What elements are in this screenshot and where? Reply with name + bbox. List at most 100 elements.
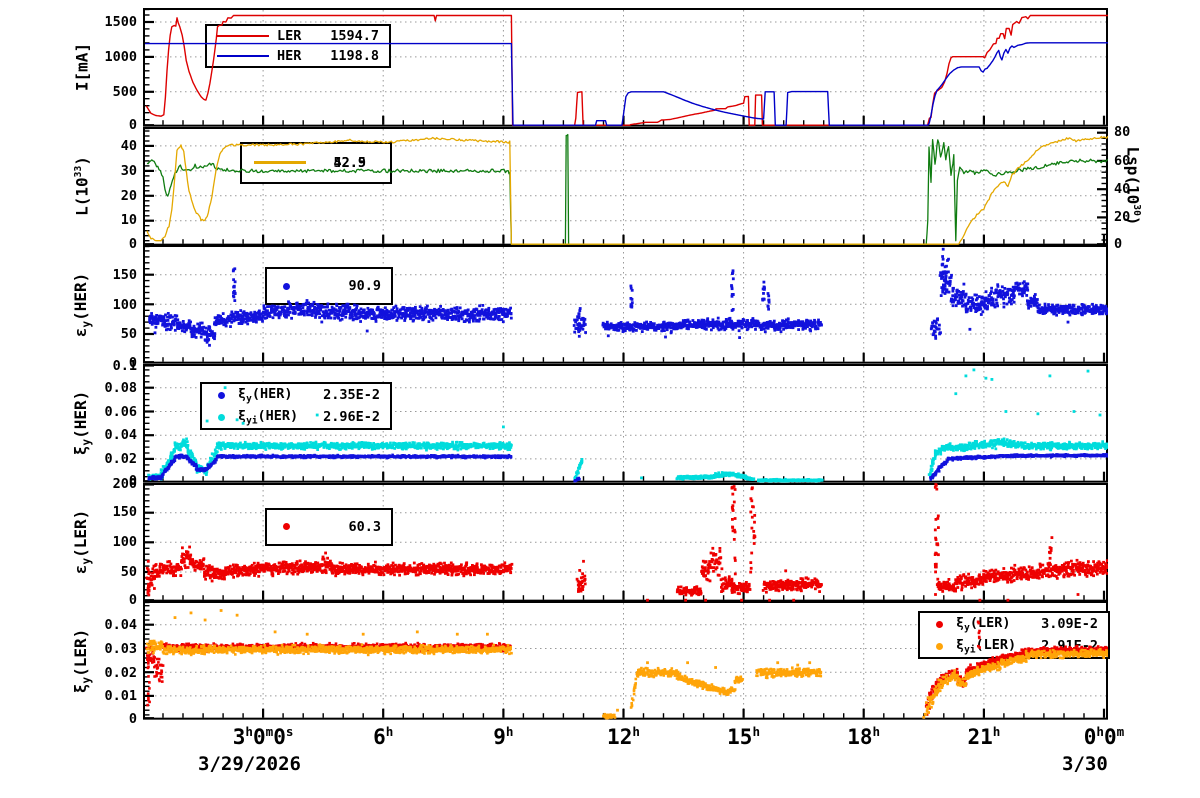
- text-run: ξ: [956, 614, 965, 631]
- text-run: (LER): [70, 628, 90, 677]
- text-run: ξ: [956, 636, 965, 653]
- superscript: h: [752, 724, 761, 739]
- text-run: 15: [727, 725, 753, 749]
- legend-luminosity: 52.9 42.5: [240, 141, 392, 184]
- legend-row: LER 1594.7: [207, 26, 389, 46]
- right-ytick-label: 80: [1114, 124, 1131, 141]
- right-ytick-label: 0: [1114, 235, 1123, 252]
- xtick-label: 0h0m: [1084, 724, 1125, 749]
- text-run: (HER): [251, 385, 293, 402]
- panel-ey-ler: 60.3: [143, 482, 1108, 602]
- text-run: ε: [70, 564, 90, 575]
- legend-value: 60.3: [348, 518, 381, 535]
- text-run: (LER): [975, 636, 1017, 653]
- y-axis-title-ey-her: εy(HER): [71, 272, 93, 337]
- ytick-label: 0: [128, 710, 137, 727]
- legend-row: ξy(HER) 2.35E-2: [202, 384, 390, 406]
- dot-marker-icon: [273, 523, 299, 531]
- dot-marker-icon: [926, 620, 952, 628]
- subscript: yi: [964, 644, 976, 656]
- panel-luminosity: 52.9 42.5: [143, 126, 1108, 246]
- text-run: ξ: [238, 385, 247, 402]
- date-label-left: 3/29/2026: [198, 753, 301, 775]
- panel-xiy-her: ξy(HER) 2.35E-2 ξyi(HER) 2.96E-2: [143, 364, 1108, 483]
- legend-value: 90.9: [348, 278, 381, 295]
- legend-value: 1594.7: [330, 28, 379, 44]
- xtick-label: 3h0m0s: [233, 724, 294, 749]
- xtick-label: 18h: [847, 724, 880, 749]
- legend-row: ξy(LER) 3.09E-2: [920, 613, 1108, 635]
- dot-marker-icon: [926, 642, 952, 650]
- panel-xiy-ler: ξy(LER) 3.09E-2 ξyi(LER) 2.91E-2: [143, 601, 1110, 720]
- subscript: y: [80, 676, 94, 684]
- legend-current: LER 1594.7 HER 1198.8: [205, 24, 391, 68]
- dot-marker-icon: [208, 413, 234, 421]
- xtick-label: 21h: [967, 724, 1000, 749]
- ytick-label: 0: [128, 235, 137, 252]
- text-run: 6: [373, 725, 386, 749]
- text-run: (LER): [969, 614, 1011, 631]
- ytick-label: 0: [128, 591, 137, 608]
- xtick-label: 15h: [727, 724, 760, 749]
- text-run: ξ: [70, 445, 90, 456]
- superscript: 30: [1130, 204, 1142, 216]
- subscript: yi: [246, 415, 258, 427]
- legend-xiy-her: ξy(HER) 2.35E-2 ξyi(HER) 2.96E-2: [200, 382, 392, 430]
- legend-row: 90.9: [267, 269, 391, 303]
- xtick-label: 12h: [607, 724, 640, 749]
- text-run: 0: [273, 725, 286, 749]
- text-run: L(10: [72, 177, 92, 216]
- text-run: Lsp(10: [1123, 146, 1143, 205]
- legend-value: 3.09E-2: [1041, 616, 1098, 633]
- legend-ey-her: 90.9: [265, 267, 393, 306]
- legend-label: ξy(LER): [956, 615, 1010, 634]
- legend-value: 1198.8: [330, 48, 379, 64]
- ytick-label: 0: [128, 117, 137, 134]
- superscript: h: [872, 724, 881, 739]
- ytick-label: 0.1: [112, 357, 137, 374]
- y-axis-title-ey-ler: εy(LER): [71, 510, 93, 575]
- legend-label: HER: [277, 48, 301, 64]
- line-sample-icon: [250, 161, 310, 164]
- text-run: ε: [70, 327, 90, 337]
- superscript: m: [1116, 724, 1125, 739]
- legend-label: ξyi(HER): [238, 408, 298, 427]
- legend-row: 60.3: [267, 510, 391, 544]
- legend-label: ξyi(LER): [956, 637, 1016, 656]
- text-run: 18: [847, 725, 873, 749]
- text-run: 0: [252, 725, 266, 749]
- text-run: HER: [277, 48, 302, 64]
- y-axis-title-current: I[mA]: [73, 43, 92, 91]
- superscript: h: [385, 724, 394, 739]
- superscript: s: [285, 724, 294, 739]
- text-run: 9: [493, 725, 506, 749]
- legend-value: 2.91E-2: [1041, 638, 1098, 655]
- y-axis-title-xiy-her: ξy(HER): [71, 391, 93, 456]
- text-run: ): [72, 156, 92, 166]
- legend-value: 2.35E-2: [323, 387, 380, 403]
- text-run: 3: [232, 725, 246, 749]
- subscript: y: [80, 557, 94, 565]
- date-label-right: 3/30: [1062, 753, 1108, 775]
- xtick-label: 6h: [373, 724, 393, 749]
- superscript: h: [505, 724, 514, 739]
- legend-label: LER: [277, 28, 301, 44]
- legend-row: 42.5: [242, 144, 390, 182]
- legend-row: HER 1198.8: [207, 46, 389, 66]
- text-run: (HER): [70, 391, 90, 440]
- superscript: h: [632, 724, 640, 739]
- text-run: ): [1123, 215, 1143, 226]
- text-run: 0: [1083, 725, 1097, 749]
- text-run: 21: [967, 725, 993, 749]
- right-axis-title: Lsp(1030): [1124, 147, 1143, 226]
- legend-ey-ler: 60.3: [265, 507, 393, 546]
- panel-ey-her: 90.9: [143, 245, 1108, 364]
- text-run: (HER): [70, 272, 90, 321]
- text-run: LER: [277, 28, 302, 44]
- dot-marker-icon: [208, 391, 234, 399]
- subscript: y: [80, 439, 94, 446]
- text-run: ξ: [238, 407, 247, 424]
- xtick-label: 9h: [493, 724, 513, 749]
- legend-row: ξyi(HER) 2.96E-2: [202, 406, 390, 428]
